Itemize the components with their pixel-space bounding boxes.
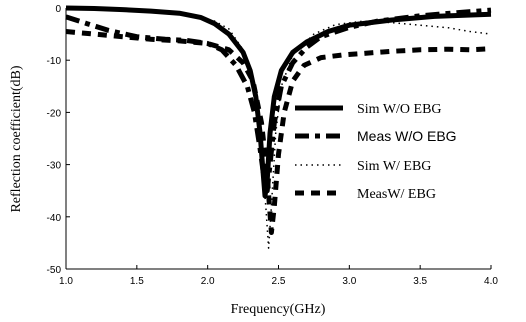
y-tick-label: -30: [47, 161, 62, 172]
x-tick-label: 4.0: [484, 276, 498, 287]
x-axis-label: Frequency(GHz): [231, 302, 326, 317]
legend: Sim W/O EBG Meas W/O EBG Sim W/ EBG MeasW/ …: [295, 102, 457, 202]
x-tick-label: 3.5: [413, 276, 427, 287]
series-line-4: [65, 29, 492, 235]
legend-label-1: Sim W/O EBG: [357, 102, 442, 117]
y-tick-label: -50: [47, 265, 62, 276]
y-tick-label: -40: [47, 213, 62, 224]
x-tick-label: 1.5: [130, 276, 144, 287]
x-axis-ticks: 1.0 1.5 2.0 2.5 3.0 3.5 4.0: [59, 265, 498, 287]
legend-label-4: MeasW/ EBG: [357, 187, 436, 202]
y-axis-ticks: 0 -10 -20 -30 -40 -50: [47, 4, 70, 276]
y-tick-label: -20: [47, 108, 62, 119]
x-tick-label: 2.5: [272, 276, 286, 287]
legend-label-3: Sim W/ EBG: [357, 159, 431, 174]
y-tick-label: -10: [47, 56, 62, 67]
x-tick-label: 2.0: [201, 276, 215, 287]
y-axis-label: Reflection coefficient(dB): [9, 65, 24, 212]
x-tick-label: 1.0: [59, 276, 73, 287]
x-tick-label: 3.0: [342, 276, 356, 287]
y-tick-label: 0: [55, 4, 61, 15]
legend-label-2: Meas W/O EBG: [357, 128, 457, 144]
